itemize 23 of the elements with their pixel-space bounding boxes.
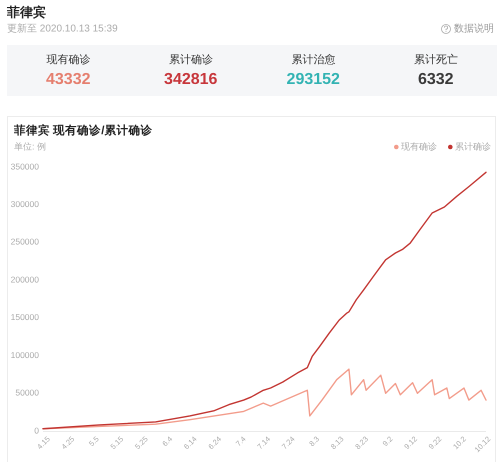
legend-label: 累计确诊	[455, 141, 491, 152]
y-tick-label: 50000	[15, 388, 40, 398]
y-tick-label: 0	[34, 425, 40, 436]
text: 数据说明	[454, 22, 494, 35]
text: 更新至 2020.10.13 15:39	[7, 22, 118, 35]
y-tick-label: 350000	[10, 161, 40, 172]
data-label: 6332	[418, 71, 454, 88]
y-tick-label: 250000	[10, 236, 40, 247]
y-tick-label: 100000	[10, 350, 40, 360]
category-label: 累计确诊	[168, 52, 213, 66]
category-label: 现有确诊	[46, 54, 90, 66]
legend-label: 现有确诊	[401, 141, 437, 152]
y-axis-title: 单位: 例	[14, 141, 46, 152]
category-label: 累计死亡	[414, 52, 458, 66]
chart-title: 菲律宾 现有确诊/累计确诊	[13, 123, 154, 138]
data-label: 43332	[46, 71, 91, 88]
y-tick-label: 300000	[10, 198, 40, 209]
text: 菲律宾	[6, 4, 46, 20]
y-tick-label: 150000	[10, 312, 40, 322]
data-label: 293152	[286, 71, 340, 88]
y-tick-label: 200000	[10, 274, 40, 284]
data-label: 342816	[164, 71, 218, 88]
category-label: 累计治愈	[291, 52, 336, 66]
